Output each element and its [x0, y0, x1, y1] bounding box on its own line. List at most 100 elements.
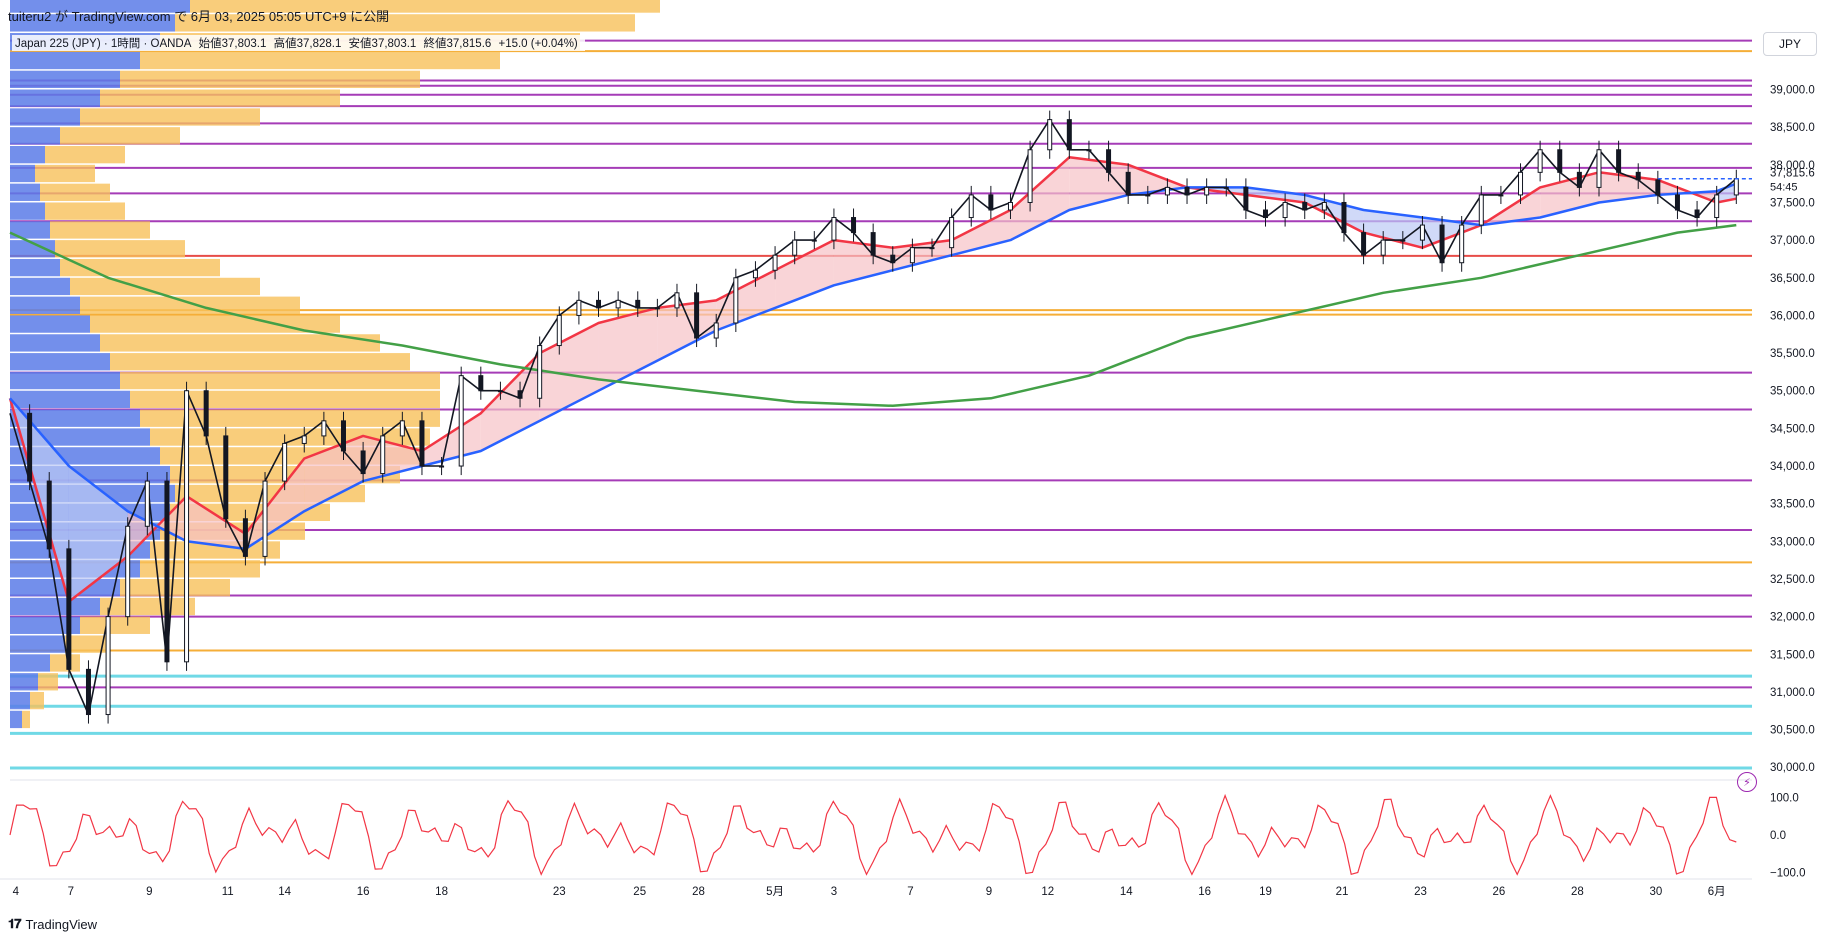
- oscillator-tick-label: −100.0: [1770, 868, 1806, 880]
- volume-profile-bar-up: [30, 691, 44, 710]
- volume-profile-bar-down: [10, 0, 190, 13]
- price-candle: [1007, 201, 1013, 211]
- price-tick-label: 35,000.0: [1770, 386, 1815, 398]
- price-candle: [1576, 171, 1582, 188]
- price-candle: [1223, 186, 1229, 189]
- last-price-label: 37,815.6: [1770, 168, 1815, 180]
- symbol-name[interactable]: Japan 225 (JPY) · 1時間 · OANDA: [15, 38, 192, 50]
- price-candle: [870, 232, 876, 256]
- volume-profile-bar-down: [10, 597, 100, 616]
- price-candle: [615, 299, 621, 309]
- time-tick-label: 12: [1041, 886, 1054, 898]
- price-candle: [1557, 149, 1563, 173]
- price-tick-label: 37,500.0: [1770, 197, 1815, 209]
- price-candle: [537, 345, 543, 399]
- volume-profile-bar-down: [10, 390, 130, 409]
- volume-profile-bar-up: [60, 258, 220, 277]
- price-candle: [85, 668, 91, 716]
- ema-cloud-segment: [1069, 157, 1129, 210]
- volume-profile-bar-down: [10, 51, 140, 70]
- time-tick-label: 30: [1649, 886, 1662, 898]
- volume-profile-bar-up: [100, 597, 195, 616]
- tv-logo-icon: 𝟏𝟕: [8, 916, 22, 931]
- time-tick-label: 14: [1120, 886, 1133, 898]
- price-candle: [576, 299, 582, 316]
- ema-cloud-segment: [245, 458, 305, 549]
- price-candle: [1733, 178, 1739, 196]
- volume-profile-bar-up: [120, 70, 420, 89]
- volume-profile-bar-up: [120, 371, 440, 390]
- lightning-bolt-icon[interactable]: ⚡: [1737, 772, 1757, 792]
- volume-profile-bar-down: [10, 277, 70, 296]
- time-tick-label: 19: [1259, 886, 1272, 898]
- time-tick-label: 28: [692, 886, 705, 898]
- ema-cloud-segment: [421, 413, 481, 467]
- price-candle: [1262, 209, 1268, 219]
- price-candle: [556, 314, 562, 347]
- price-candle: [360, 450, 366, 475]
- publish-header: tuiteru2 が TradingView.com で 6月 03, 2025…: [8, 9, 390, 24]
- symbol-legend: Japan 225 (JPY) · 1時間 · OANDA 始値37,803.1…: [12, 35, 585, 51]
- volume-profile-bar-down: [10, 334, 100, 352]
- volume-profile-bar-up: [110, 353, 410, 371]
- price-candle: [596, 299, 602, 309]
- price-candle: [144, 480, 150, 527]
- volume-profile-bar-up: [70, 277, 260, 296]
- volume-profile-bar-down: [10, 221, 50, 239]
- price-tick-label: 31,000.0: [1770, 687, 1815, 699]
- price-tick-label: 36,000.0: [1770, 310, 1815, 322]
- price-candle: [340, 420, 346, 452]
- currency-button[interactable]: JPY: [1763, 32, 1817, 56]
- time-tick-label: 14: [278, 886, 291, 898]
- price-candle: [125, 525, 131, 618]
- price-candle: [929, 247, 935, 250]
- price-candle: [694, 292, 700, 339]
- price-tick-label: 34,000.0: [1770, 461, 1815, 473]
- price-candle: [321, 420, 327, 437]
- price-candle: [1204, 186, 1210, 196]
- volume-profile-bar-up: [140, 51, 500, 70]
- price-candle: [1321, 201, 1327, 211]
- price-tick-label: 38,500.0: [1770, 122, 1815, 134]
- price-tick-label: 39,000.0: [1770, 85, 1815, 97]
- time-tick-label: 9: [986, 886, 992, 898]
- ema-cloud-segment: [1540, 172, 1599, 218]
- price-tick-label: 38,000.0: [1770, 160, 1815, 172]
- volume-profile-bar-up: [38, 673, 58, 691]
- volume-profile-bar-up: [65, 635, 110, 653]
- price-candle: [909, 247, 915, 264]
- volume-profile-bar-down: [10, 710, 22, 729]
- ema-cloud-segment: [1363, 210, 1423, 248]
- price-tick-label: 34,500.0: [1770, 423, 1815, 435]
- price-candle: [46, 480, 52, 550]
- oscillator-tick-label: 100.0: [1770, 793, 1799, 805]
- ema-cloud-segment: [1010, 157, 1070, 241]
- price-candle: [1478, 194, 1484, 226]
- time-tick-label: 7: [68, 886, 74, 898]
- time-tick-label: 28: [1571, 886, 1584, 898]
- volume-profile-bar-down: [10, 371, 120, 390]
- price-candle: [105, 616, 111, 716]
- price-candle: [968, 194, 974, 219]
- price-candle: [1341, 201, 1347, 234]
- price-candle: [1282, 201, 1288, 219]
- price-candle: [1596, 149, 1602, 188]
- price-candle: [1400, 239, 1406, 242]
- tradingview-logo[interactable]: 𝟏𝟕 TradingView: [8, 916, 97, 932]
- price-candle: [1125, 171, 1131, 196]
- volume-profile-bar-down: [10, 654, 50, 672]
- price-candle: [635, 299, 641, 309]
- ema-cloud-segment: [1245, 187, 1305, 203]
- ema-cloud-segment: [186, 496, 246, 549]
- ohlc-close: 終値37,815.6: [423, 38, 492, 50]
- price-candle: [419, 420, 425, 467]
- price-candle: [1419, 224, 1425, 241]
- time-tick-label: 11: [222, 886, 234, 898]
- ema-cloud-segment: [833, 240, 893, 286]
- volume-profile-bar-up: [175, 14, 635, 32]
- ohlc-open: 始値37,803.1: [198, 38, 267, 50]
- price-candle: [478, 375, 484, 392]
- time-tick-label: 16: [1198, 886, 1211, 898]
- volume-profile-bar-down: [10, 240, 55, 258]
